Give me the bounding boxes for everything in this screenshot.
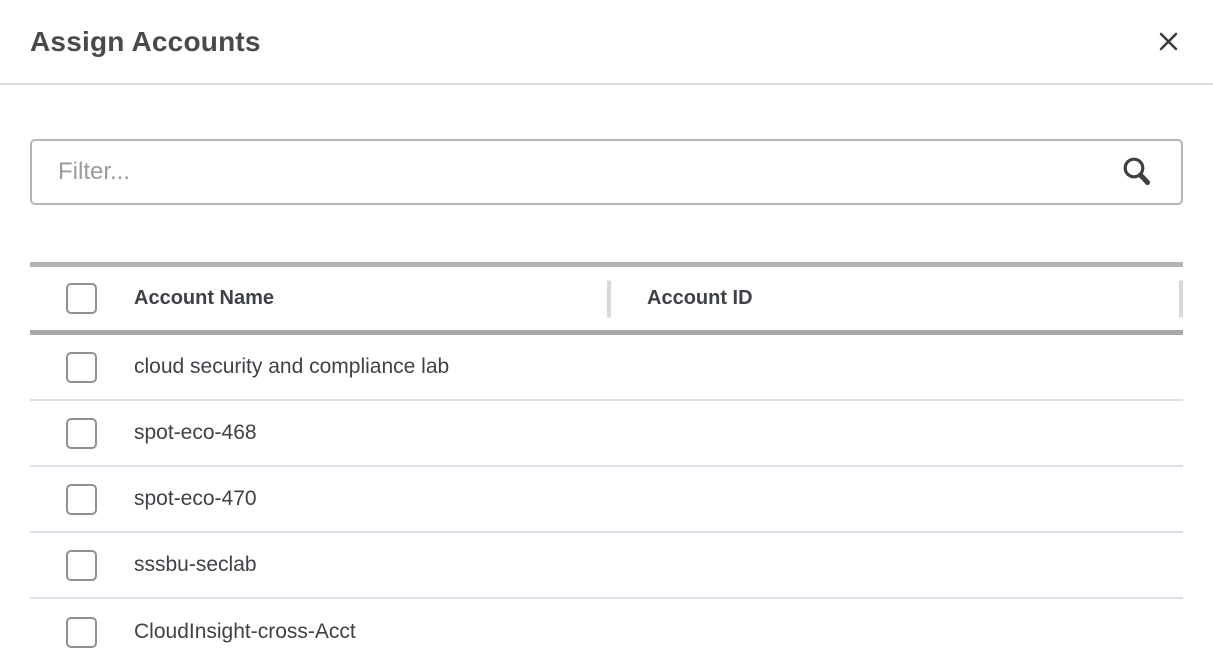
filter-input[interactable] <box>30 139 1183 205</box>
close-icon <box>1156 32 1181 57</box>
row-checkbox-cell <box>30 417 134 449</box>
row-checkbox[interactable] <box>66 549 97 581</box>
table-row[interactable]: spot-eco-468 <box>30 401 1183 467</box>
column-header-account-id: Account ID <box>607 267 1183 330</box>
account-id-cell <box>607 599 1183 665</box>
account-id-cell <box>607 335 1183 399</box>
header-checkbox-cell <box>30 283 134 314</box>
column-header-account-name: Account Name <box>134 287 275 309</box>
page-title: Assign Accounts <box>30 25 261 57</box>
row-checkbox[interactable] <box>66 483 97 515</box>
select-all-checkbox[interactable] <box>66 283 97 314</box>
accounts-table: Account Name Account ID cloud security a… <box>30 262 1183 665</box>
account-name-cell: spot-eco-468 <box>134 421 257 444</box>
table-row[interactable]: sssbu-seclab <box>30 533 1183 599</box>
table-row[interactable]: cloud security and compliance lab <box>30 335 1183 401</box>
account-id-cell <box>607 533 1183 597</box>
modal-header: Assign Accounts <box>0 0 1213 85</box>
account-id-cell <box>607 467 1183 531</box>
account-name-cell: cloud security and compliance lab <box>134 355 450 378</box>
row-checkbox[interactable] <box>66 616 97 648</box>
table-row[interactable]: spot-eco-470 <box>30 467 1183 533</box>
table-row[interactable]: CloudInsight-cross-Acct <box>30 599 1183 665</box>
row-checkbox[interactable] <box>66 417 97 449</box>
table-header: Account Name Account ID <box>30 267 1183 335</box>
close-button[interactable] <box>1152 25 1185 58</box>
account-id-cell <box>607 401 1183 465</box>
account-name-cell: spot-eco-470 <box>134 487 257 510</box>
row-checkbox-cell <box>30 616 134 648</box>
account-name-cell: CloudInsight-cross-Acct <box>134 620 356 643</box>
row-checkbox-cell <box>30 351 134 383</box>
account-name-cell: sssbu-seclab <box>134 553 257 576</box>
search-icon <box>1119 154 1155 190</box>
row-checkbox[interactable] <box>66 351 97 383</box>
filter-container <box>30 139 1183 205</box>
row-checkbox-cell <box>30 483 134 515</box>
row-checkbox-cell <box>30 549 134 581</box>
